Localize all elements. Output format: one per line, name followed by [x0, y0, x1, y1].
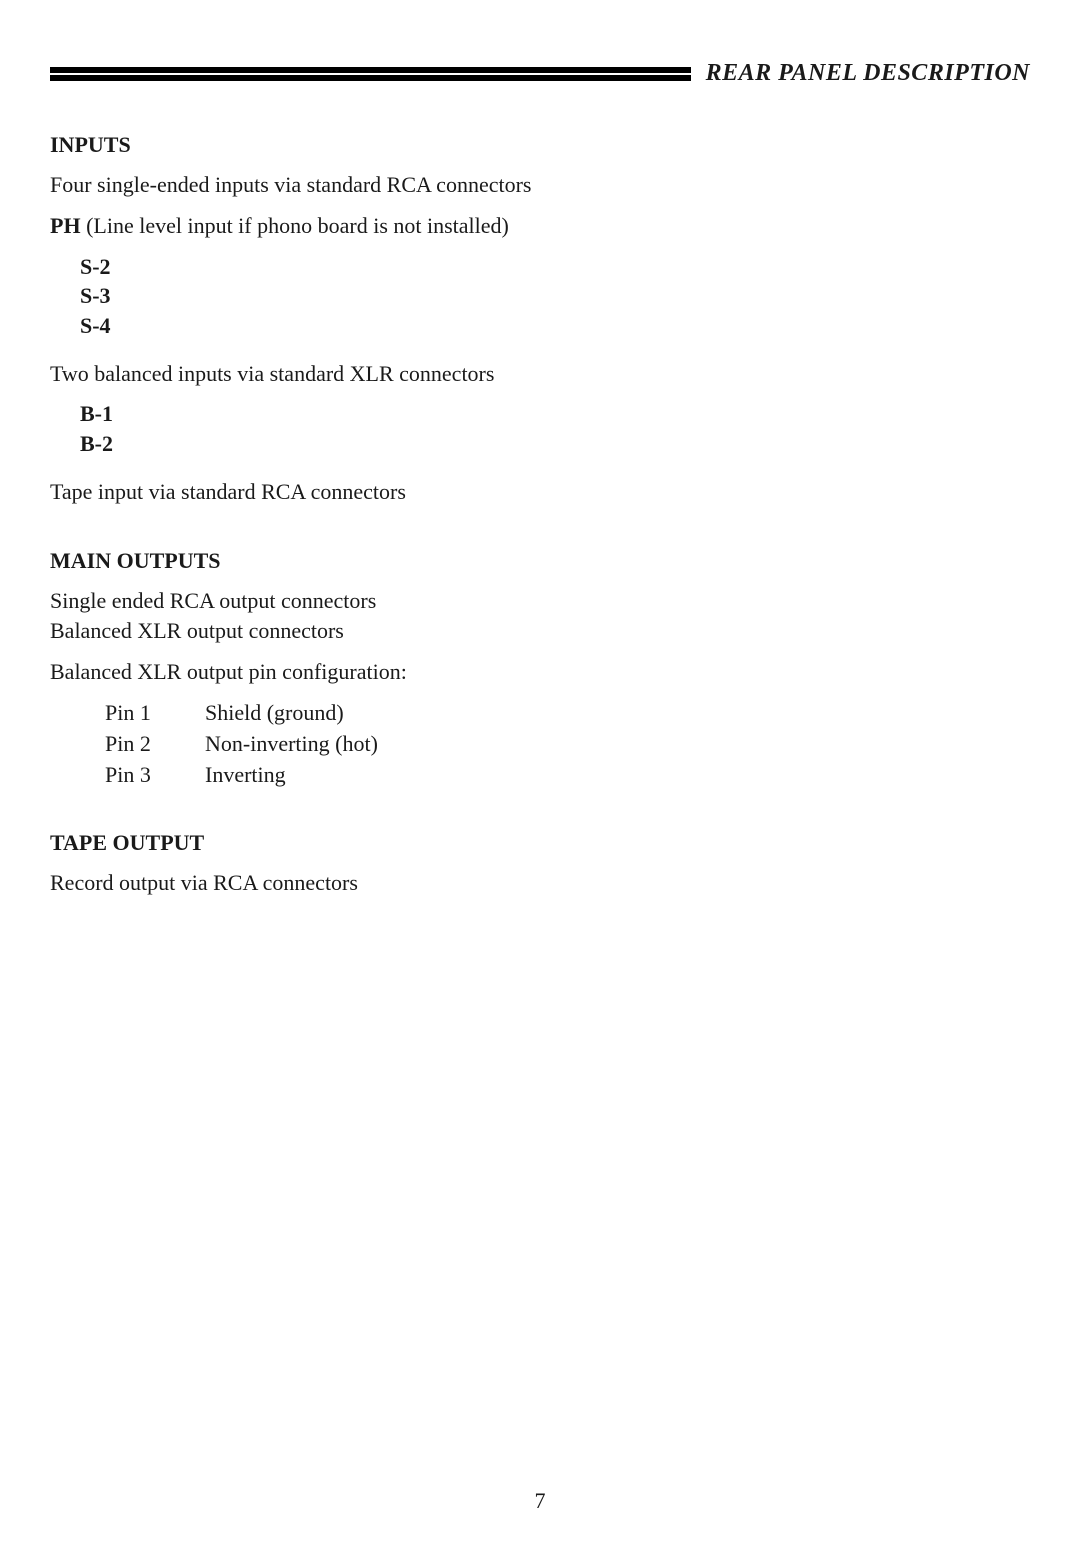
outputs-line-2: Balanced XLR output connectors: [50, 616, 1030, 647]
tape-output-section: TAPE OUTPUT Record output via RCA connec…: [50, 830, 1030, 899]
ph-line: PH (Line level input if phono board is n…: [50, 211, 1030, 242]
inputs-line-3: Tape input via standard RCA connectors: [50, 477, 1030, 508]
pin-description: Inverting: [205, 760, 286, 791]
pin-description: Non-inverting (hot): [205, 729, 378, 760]
inputs-heading: INPUTS: [50, 132, 1030, 158]
outputs-line-1: Single ended RCA output connectors: [50, 586, 1030, 617]
list-item: B-2: [80, 429, 1030, 459]
tape-output-heading: TAPE OUTPUT: [50, 830, 1030, 856]
table-row: Pin 2 Non-inverting (hot): [105, 729, 1030, 760]
inputs-section: INPUTS Four single-ended inputs via stan…: [50, 132, 1030, 508]
page-title: REAR PANEL DESCRIPTION: [706, 60, 1030, 87]
ph-description: (Line level input if phono board is not …: [81, 213, 509, 238]
list-item: S-3: [80, 281, 1030, 311]
pin-label: Pin 3: [105, 760, 205, 791]
ph-label: PH: [50, 213, 81, 238]
header-rule-bar: [50, 67, 691, 81]
tape-output-line-1: Record output via RCA connectors: [50, 868, 1030, 899]
page-header: REAR PANEL DESCRIPTION: [50, 60, 1030, 87]
pin-configuration-table: Pin 1 Shield (ground) Pin 2 Non-invertin…: [105, 698, 1030, 790]
pin-description: Shield (ground): [205, 698, 344, 729]
single-ended-list: S-2 S-3 S-4: [80, 252, 1030, 341]
pin-config-intro: Balanced XLR output pin configuration:: [50, 657, 1030, 688]
list-item: B-1: [80, 399, 1030, 429]
main-outputs-heading: MAIN OUTPUTS: [50, 548, 1030, 574]
table-row: Pin 3 Inverting: [105, 760, 1030, 791]
inputs-line-1: Four single-ended inputs via standard RC…: [50, 170, 1030, 201]
pin-label: Pin 2: [105, 729, 205, 760]
page-number: 7: [535, 1488, 546, 1514]
list-item: S-2: [80, 252, 1030, 282]
list-item: S-4: [80, 311, 1030, 341]
balanced-list: B-1 B-2: [80, 399, 1030, 458]
inputs-line-2: Two balanced inputs via standard XLR con…: [50, 359, 1030, 390]
main-outputs-section: MAIN OUTPUTS Single ended RCA output con…: [50, 548, 1030, 791]
pin-label: Pin 1: [105, 698, 205, 729]
table-row: Pin 1 Shield (ground): [105, 698, 1030, 729]
